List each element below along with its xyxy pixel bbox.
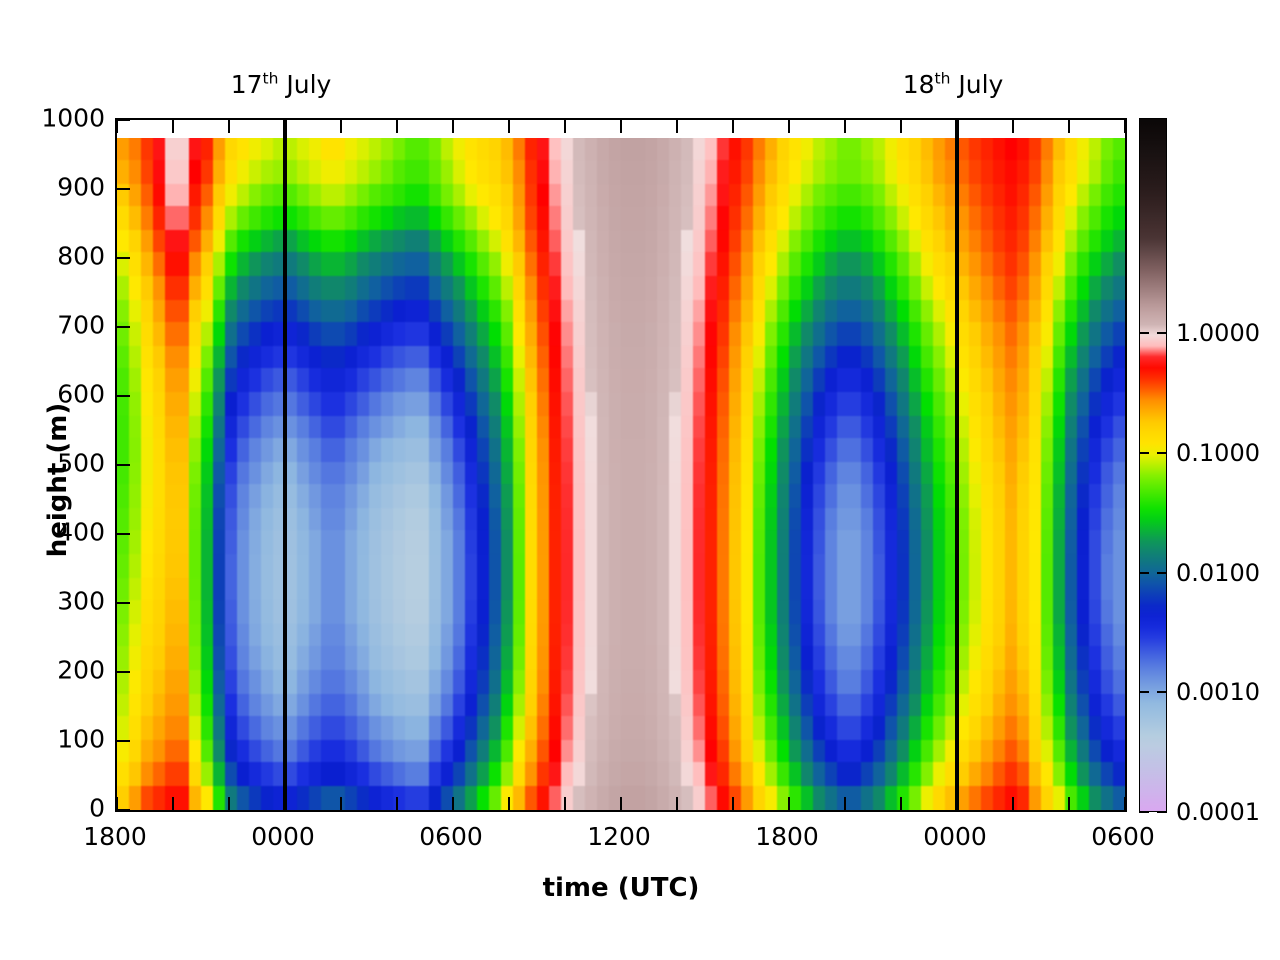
x-axis-tick-top <box>340 120 342 133</box>
colorbar-tick <box>1139 691 1149 694</box>
heatmap-canvas <box>117 138 1125 810</box>
x-axis-tick-top <box>844 120 846 133</box>
day-boundary-line-2 <box>955 120 959 810</box>
x-axis-tick-bottom <box>228 797 230 810</box>
day-left-ordinal: th <box>262 69 279 88</box>
y-axis-tick <box>117 533 130 535</box>
colorbar-tick <box>1157 811 1167 813</box>
x-tick-label: 0600 <box>419 822 483 851</box>
x-axis-tick-bottom <box>172 797 174 810</box>
x-axis-tick-top <box>788 120 790 133</box>
x-axis-tick-top <box>1068 120 1070 133</box>
y-axis-tick <box>117 464 130 466</box>
y-axis-tick <box>117 188 130 190</box>
colorbar-tick <box>1139 332 1149 335</box>
x-axis-tick-top <box>452 120 454 133</box>
x-tick-label: 1800 <box>755 822 819 851</box>
y-tick-label: 0 <box>89 793 105 823</box>
colorbar-tick-label: 0.0100 <box>1176 558 1260 587</box>
x-tick-label: 1200 <box>587 822 651 851</box>
x-axis-tick-bottom <box>620 797 622 810</box>
x-axis-title: time (UTC) <box>542 873 700 903</box>
day-left-month: July <box>278 70 332 99</box>
x-axis-tick-top <box>172 120 174 133</box>
x-axis-tick-bottom <box>396 797 398 810</box>
y-tick-label: 600 <box>57 379 105 409</box>
x-tick-label: 0000 <box>923 822 987 851</box>
y-axis-tick <box>117 740 130 742</box>
x-axis-tick-bottom <box>117 797 118 810</box>
colorbar-tick-label: 0.0010 <box>1176 678 1260 707</box>
x-axis-tick-bottom <box>564 797 566 810</box>
colorbar-tick <box>1157 332 1167 335</box>
colorbar-tick <box>1157 691 1167 694</box>
x-axis-tick-bottom <box>900 797 902 810</box>
colorbar-tick-label: 0.0001 <box>1176 798 1260 826</box>
y-tick-label: 700 <box>57 310 105 340</box>
x-axis-tick-bottom <box>1012 797 1014 810</box>
colorbar-tick <box>1139 571 1149 574</box>
x-axis-tick-bottom <box>508 797 510 810</box>
x-axis-tick-bottom <box>844 797 846 810</box>
x-tick-label: 0000 <box>251 822 315 851</box>
colorbar-tick-label: 0.1000 <box>1176 439 1260 468</box>
y-axis-tick <box>117 326 130 328</box>
day-right-ordinal: th <box>934 69 951 88</box>
x-axis-tick-top <box>676 120 678 133</box>
day-label-left: 17th July <box>231 70 332 99</box>
x-tick-label: 1800 <box>83 822 147 851</box>
y-axis-tick <box>117 602 130 604</box>
colorbar-tick-label: 1.0000 <box>1176 319 1260 348</box>
y-tick-label: 900 <box>57 172 105 202</box>
x-axis-tick-top <box>1012 120 1014 133</box>
x-axis-tick-bottom <box>1124 797 1125 810</box>
y-tick-label: 800 <box>57 241 105 271</box>
x-axis-tick-top <box>228 120 230 133</box>
x-axis-tick-bottom <box>452 797 454 810</box>
x-axis-tick-bottom <box>732 797 734 810</box>
y-tick-label: 500 <box>57 448 105 478</box>
y-tick-label: 200 <box>57 655 105 685</box>
day-boundary-line-1 <box>283 120 287 810</box>
colorbar <box>1139 118 1167 812</box>
x-axis-tick-top <box>620 120 622 133</box>
x-tick-label: 0600 <box>1091 822 1155 851</box>
y-tick-label: 100 <box>57 724 105 754</box>
x-axis-tick-top <box>900 120 902 133</box>
x-axis-tick-bottom <box>676 797 678 810</box>
y-axis-tick <box>117 257 130 259</box>
x-axis-tick-bottom <box>1068 797 1070 810</box>
colorbar-tick <box>1157 571 1167 574</box>
heatmap-plot-area <box>115 118 1127 812</box>
day-label-right: 18th July <box>903 70 1004 99</box>
day-left-number: 17 <box>230 70 263 99</box>
x-axis-tick-bottom <box>788 797 790 810</box>
colorbar-gradient <box>1139 118 1167 812</box>
y-axis-tick <box>117 671 130 673</box>
day-right-number: 18 <box>902 70 935 99</box>
colorbar-tick <box>1139 452 1149 455</box>
x-axis-tick-top <box>1124 120 1125 133</box>
y-tick-label: 300 <box>57 586 105 616</box>
colorbar-tick <box>1139 811 1149 813</box>
y-tick-label: 400 <box>57 517 105 547</box>
x-axis-tick-top <box>564 120 566 133</box>
x-axis-tick-top <box>396 120 398 133</box>
y-axis-tick <box>117 395 130 397</box>
day-right-month: July <box>950 70 1004 99</box>
y-tick-label: 1000 <box>41 103 105 133</box>
y-axis-tick <box>117 120 130 121</box>
colorbar-tick <box>1157 452 1167 455</box>
x-axis-tick-top <box>117 120 118 133</box>
y-axis-title: height (m) <box>43 402 73 558</box>
x-axis-tick-bottom <box>340 797 342 810</box>
x-axis-tick-top <box>732 120 734 133</box>
x-axis-tick-top <box>508 120 510 133</box>
y-axis-tick <box>117 809 130 810</box>
